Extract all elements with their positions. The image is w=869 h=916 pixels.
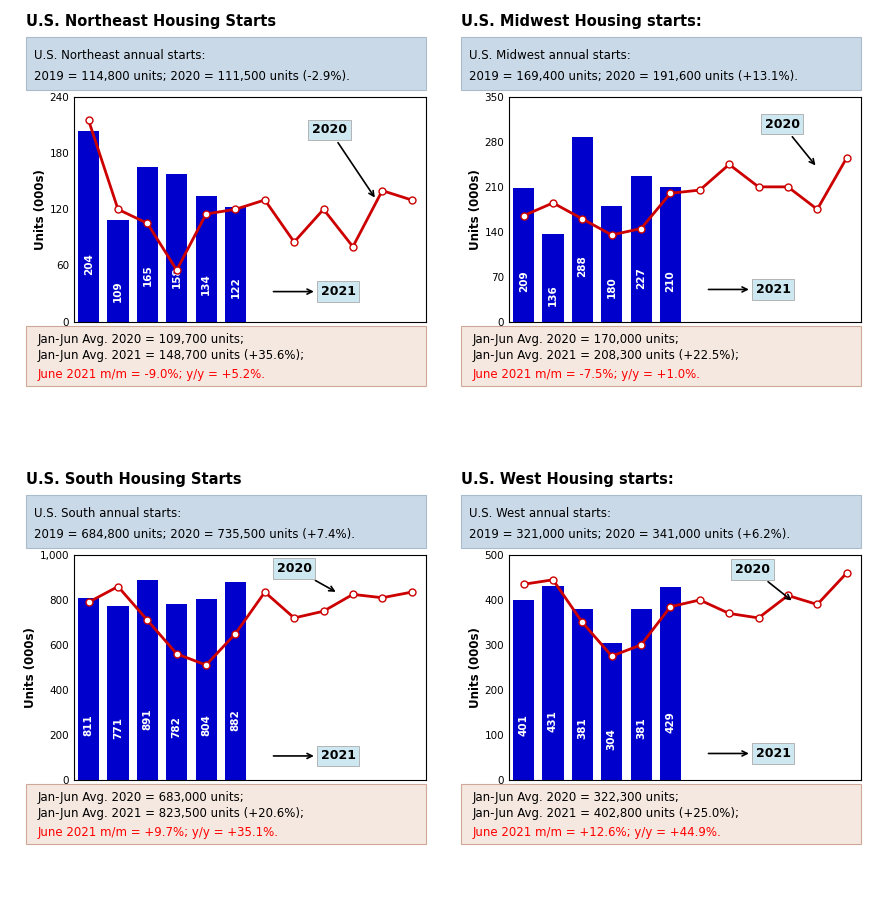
Text: 2019 = 114,800 units; 2020 = 111,500 units (-2.9%).: 2019 = 114,800 units; 2020 = 111,500 uni… [34,70,349,83]
Text: U.S. South annual starts:: U.S. South annual starts: [34,507,181,519]
Bar [224,582,246,780]
Text: Jan-Jun Avg. 2020 = 322,300 units;: Jan-Jun Avg. 2020 = 322,300 units; [473,791,680,803]
Text: Jan-Jun Avg. 2021 = 208,300 units (+22.5%);: Jan-Jun Avg. 2021 = 208,300 units (+22.5… [473,349,740,363]
Text: Jan-Jun Avg. 2020 = 683,000 units;: Jan-Jun Avg. 2020 = 683,000 units; [38,791,244,803]
Text: 2021: 2021 [273,749,355,762]
FancyBboxPatch shape [26,784,426,844]
Text: 782: 782 [171,716,182,737]
Text: 2019 = 321,000 units; 2020 = 341,000 units (+6.2%).: 2019 = 321,000 units; 2020 = 341,000 uni… [468,528,789,541]
Y-axis label: Units (000s): Units (000s) [468,627,481,708]
Text: June 2021 m/m = +12.6%; y/y = +44.9%.: June 2021 m/m = +12.6%; y/y = +44.9%. [473,826,721,839]
Bar [107,220,129,322]
Text: U.S. West annual starts:: U.S. West annual starts: [468,507,610,519]
Text: U.S. Northeast annual starts:: U.S. Northeast annual starts: [34,49,205,61]
Bar [196,599,216,780]
Bar [600,643,621,780]
Text: 771: 771 [113,716,123,738]
Text: June 2021 m/m = +9.7%; y/y = +35.1%.: June 2021 m/m = +9.7%; y/y = +35.1%. [38,826,279,839]
Text: 431: 431 [547,711,557,733]
FancyBboxPatch shape [26,326,426,386]
FancyBboxPatch shape [26,37,426,90]
FancyBboxPatch shape [461,37,860,90]
Text: 180: 180 [606,276,616,298]
Text: 304: 304 [606,727,616,749]
Bar [571,608,593,780]
Text: U.S. Midwest annual starts:: U.S. Midwest annual starts: [468,49,630,61]
Bar [78,597,99,780]
Text: 136: 136 [547,285,557,306]
X-axis label: Month: Month [662,342,706,354]
Text: 429: 429 [665,711,674,733]
Bar [600,206,621,322]
Text: 2020: 2020 [734,563,789,599]
Text: Jan-Jun Avg. 2021 = 402,800 units (+25.0%);: Jan-Jun Avg. 2021 = 402,800 units (+25.0… [473,807,740,821]
Text: U.S. South Housing Starts: U.S. South Housing Starts [26,473,242,487]
Text: 209: 209 [518,270,528,292]
FancyBboxPatch shape [461,326,860,386]
Text: 891: 891 [143,709,152,730]
Text: Jan-Jun Avg. 2021 = 823,500 units (+20.6%);: Jan-Jun Avg. 2021 = 823,500 units (+20.6… [38,807,305,821]
Text: 2019 = 684,800 units; 2020 = 735,500 units (+7.4%).: 2019 = 684,800 units; 2020 = 735,500 uni… [34,528,355,541]
Text: 401: 401 [518,714,528,736]
Bar [513,600,534,780]
Text: 2021: 2021 [707,747,790,760]
Bar [541,586,563,780]
Text: 882: 882 [230,709,240,731]
Text: 381: 381 [577,717,587,739]
FancyBboxPatch shape [461,495,860,548]
X-axis label: Month: Month [662,800,706,812]
Text: 2021: 2021 [707,283,790,296]
Bar [571,136,593,322]
Text: 288: 288 [577,256,587,277]
Bar [78,131,99,322]
Bar [166,604,187,780]
Text: June 2021 m/m = -7.5%; y/y = +1.0%.: June 2021 m/m = -7.5%; y/y = +1.0%. [473,368,700,381]
Text: Jan-Jun Avg. 2020 = 170,000 units;: Jan-Jun Avg. 2020 = 170,000 units; [473,333,680,345]
Bar [541,234,563,322]
Text: 804: 804 [201,714,211,736]
Text: 165: 165 [143,265,152,286]
Bar [107,606,129,780]
Bar [136,168,158,322]
X-axis label: Month: Month [228,800,272,812]
X-axis label: Month: Month [228,342,272,354]
Bar [224,207,246,322]
FancyBboxPatch shape [461,784,860,844]
Bar [166,174,187,322]
Text: 204: 204 [83,254,94,275]
Text: 158: 158 [171,267,182,288]
Text: 210: 210 [665,270,674,292]
Text: Jan-Jun Avg. 2021 = 148,700 units (+35.6%);: Jan-Jun Avg. 2021 = 148,700 units (+35.6… [38,349,305,363]
Text: U.S. Midwest Housing starts:: U.S. Midwest Housing starts: [461,15,701,29]
Text: 109: 109 [113,280,123,301]
Text: 2020: 2020 [276,562,334,591]
Bar [196,196,216,322]
Bar [659,587,680,780]
Y-axis label: Units (000s): Units (000s) [23,627,36,708]
Text: 227: 227 [635,267,646,289]
Text: 2020: 2020 [764,117,813,164]
Bar [659,187,680,322]
Text: 2019 = 169,400 units; 2020 = 191,600 units (+13.1%).: 2019 = 169,400 units; 2020 = 191,600 uni… [468,70,797,83]
Bar [136,580,158,780]
Bar [630,608,651,780]
FancyBboxPatch shape [26,495,426,548]
Text: 134: 134 [201,273,211,295]
Text: 122: 122 [230,277,240,299]
Text: 381: 381 [635,717,646,739]
Text: June 2021 m/m = -9.0%; y/y = +5.2%.: June 2021 m/m = -9.0%; y/y = +5.2%. [38,368,266,381]
Bar [513,188,534,322]
Y-axis label: Units (000s): Units (000s) [34,169,47,250]
Text: Jan-Jun Avg. 2020 = 109,700 units;: Jan-Jun Avg. 2020 = 109,700 units; [38,333,245,345]
Text: 2020: 2020 [312,124,374,196]
Text: 811: 811 [83,714,94,736]
Text: U.S. Northeast Housing Starts: U.S. Northeast Housing Starts [26,15,276,29]
Y-axis label: Units (000s): Units (000s) [468,169,481,250]
Text: 2021: 2021 [273,285,355,298]
Text: U.S. West Housing starts:: U.S. West Housing starts: [461,473,673,487]
Bar [630,176,651,322]
